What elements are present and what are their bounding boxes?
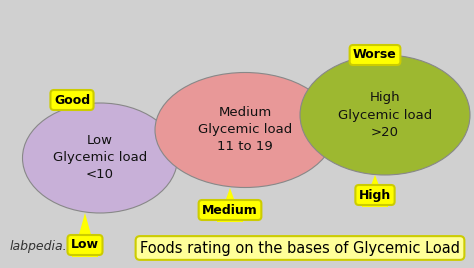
Text: Medium
Glycemic load
11 to 19: Medium Glycemic load 11 to 19 xyxy=(198,106,292,154)
Polygon shape xyxy=(73,213,97,256)
Text: labpedia.net: labpedia.net xyxy=(10,240,88,253)
Text: Low
Glycemic load
<10: Low Glycemic load <10 xyxy=(53,135,147,181)
Ellipse shape xyxy=(300,55,470,175)
Text: Medium: Medium xyxy=(202,203,258,217)
Text: High: High xyxy=(359,188,391,202)
Polygon shape xyxy=(218,188,242,221)
Polygon shape xyxy=(363,175,387,206)
Text: High
Glycemic load
>20: High Glycemic load >20 xyxy=(338,91,432,139)
Text: Good: Good xyxy=(54,94,90,106)
Ellipse shape xyxy=(22,103,177,213)
Text: Worse: Worse xyxy=(353,49,397,61)
Text: Foods rating on the bases of Glycemic Load: Foods rating on the bases of Glycemic Lo… xyxy=(140,240,460,255)
Text: Low: Low xyxy=(71,239,99,251)
Ellipse shape xyxy=(155,73,335,188)
